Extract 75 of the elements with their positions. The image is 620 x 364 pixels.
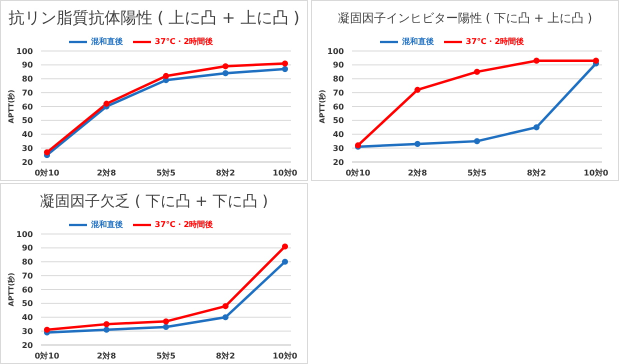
- y-tick-label: 20: [22, 158, 34, 167]
- x-tick-label: 8対2: [526, 168, 546, 178]
- y-tick-label: 90: [22, 60, 34, 70]
- x-tick-label: 5対5: [467, 168, 487, 178]
- y-tick-label: 70: [22, 88, 34, 98]
- point: [282, 243, 288, 250]
- chart-title: 抗リン脂質抗体陽性 ( 上に凸 + 上に凸 ): [7, 7, 301, 29]
- chart-title: 凝固因子インヒビター陽性 ( 下に凸 + 上に凸 ): [336, 10, 594, 27]
- point: [414, 86, 421, 93]
- legend-label: 37℃・2時間後: [154, 37, 214, 46]
- y-tick-label: 60: [22, 102, 34, 112]
- y-tick-label: 50: [332, 116, 344, 126]
- y-tick-label: 20: [22, 340, 34, 350]
- y-tick-label: 30: [22, 326, 34, 336]
- legend-label: 37℃・2時間後: [466, 37, 524, 46]
- x-tick-label: 5対5: [156, 350, 176, 361]
- x-tick-label: 8対2: [216, 350, 236, 361]
- y-tick-label: 40: [22, 313, 34, 322]
- y-tick-label: 40: [22, 130, 34, 140]
- point: [44, 149, 50, 156]
- y-tick-label: 60: [332, 102, 344, 112]
- point: [282, 66, 288, 72]
- legend-label: 混和直後: [90, 37, 123, 46]
- point: [282, 60, 288, 67]
- y-tick-label: 50: [22, 116, 34, 126]
- y-tick-label: 90: [332, 60, 344, 70]
- y-tick-label: 30: [22, 144, 34, 153]
- x-tick-label: 10対0: [584, 168, 609, 178]
- point: [103, 326, 110, 333]
- x-tick-label: 10対0: [272, 168, 298, 178]
- x-tick-label: 10対0: [272, 350, 298, 361]
- point: [103, 321, 110, 328]
- x-tick-label: 2対8: [96, 350, 116, 361]
- y-tick-label: 70: [22, 271, 34, 280]
- y-tick-label: 80: [22, 258, 34, 267]
- chart-title: 凝固因子欠乏 ( 下に凸 + 下に凸 ): [38, 191, 270, 212]
- point: [162, 77, 170, 84]
- x-tick-label: 0対10: [34, 168, 60, 178]
- y-tick-label: 60: [22, 285, 34, 294]
- y-tick-label: 80: [22, 74, 34, 84]
- y-tick-label: 40: [332, 130, 344, 140]
- y-tick-label: 90: [22, 244, 34, 253]
- x-tick-label: 2対8: [96, 168, 116, 178]
- y-tick-label: 20: [332, 158, 344, 167]
- point: [222, 314, 229, 320]
- point: [474, 138, 480, 144]
- y-tick-label: 100: [327, 46, 344, 56]
- point: [474, 68, 480, 75]
- x-tick-label: 5対5: [156, 168, 176, 178]
- y-tick-label: 30: [332, 144, 344, 153]
- x-tick-label: 2対8: [408, 168, 428, 178]
- y-tick-label: 80: [332, 74, 344, 84]
- y-tick-label: 50: [22, 299, 34, 308]
- y-tick-label: 100: [16, 230, 34, 239]
- legend-label: 37℃・2時間後: [154, 220, 214, 230]
- point: [44, 326, 50, 333]
- point: [222, 303, 229, 310]
- point: [222, 63, 229, 70]
- point: [222, 70, 229, 76]
- point: [162, 72, 170, 80]
- y-tick-label: 100: [16, 46, 34, 56]
- point: [414, 140, 421, 148]
- y-tick-label: 70: [332, 88, 344, 98]
- point: [533, 58, 540, 64]
- legend-label: 混和直後: [402, 37, 434, 46]
- point: [162, 318, 170, 324]
- point: [282, 258, 288, 265]
- point: [162, 324, 170, 330]
- point: [103, 100, 110, 107]
- legend-label: 混和直後: [90, 220, 123, 230]
- x-tick-label: 0対10: [346, 168, 371, 178]
- point: [592, 58, 600, 64]
- x-tick-label: 8対2: [216, 168, 236, 178]
- point: [533, 124, 540, 130]
- x-tick-label: 0対10: [34, 350, 60, 361]
